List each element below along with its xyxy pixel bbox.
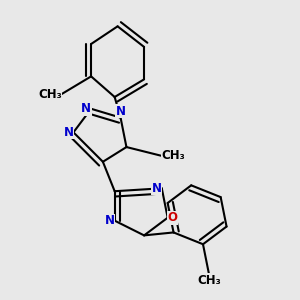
Text: N: N	[63, 126, 74, 139]
Text: N: N	[105, 214, 115, 227]
Text: CH₃: CH₃	[197, 274, 221, 287]
Text: N: N	[116, 105, 126, 118]
Text: CH₃: CH₃	[162, 149, 185, 162]
Text: O: O	[168, 211, 178, 224]
Text: N: N	[152, 182, 162, 195]
Text: N: N	[81, 102, 91, 115]
Text: CH₃: CH₃	[38, 88, 62, 100]
